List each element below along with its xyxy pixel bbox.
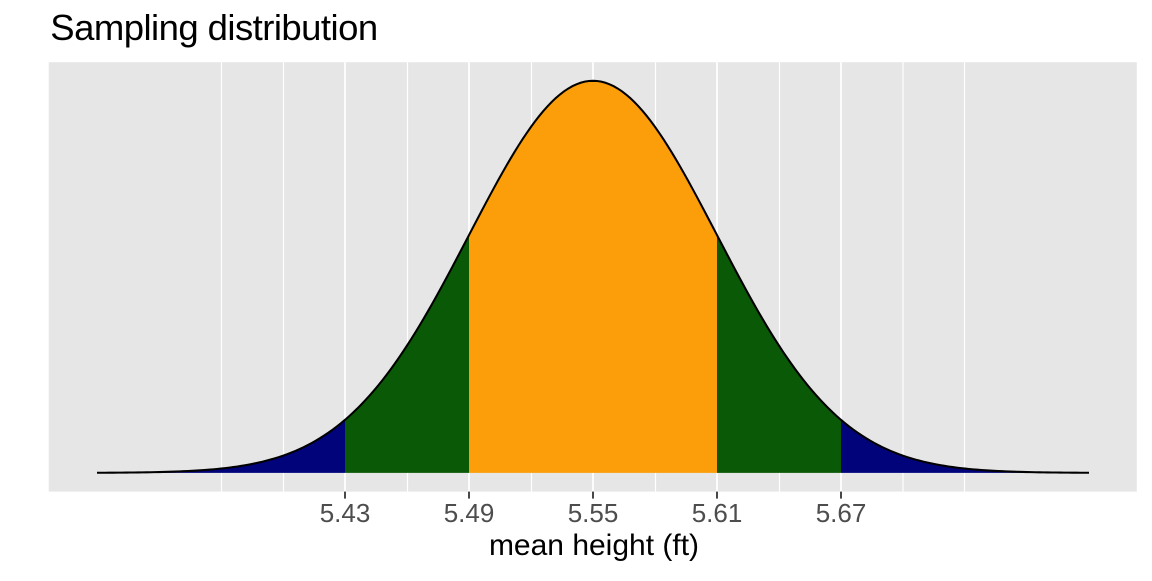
svg-text:5.55: 5.55 [568, 498, 619, 528]
svg-text:Sampling distribution: Sampling distribution [50, 7, 377, 48]
svg-text:mean height (ft): mean height (ft) [489, 529, 699, 562]
svg-text:5.49: 5.49 [444, 498, 495, 528]
svg-text:5.43: 5.43 [320, 498, 371, 528]
svg-text:5.61: 5.61 [692, 498, 743, 528]
svg-text:5.67: 5.67 [816, 498, 867, 528]
